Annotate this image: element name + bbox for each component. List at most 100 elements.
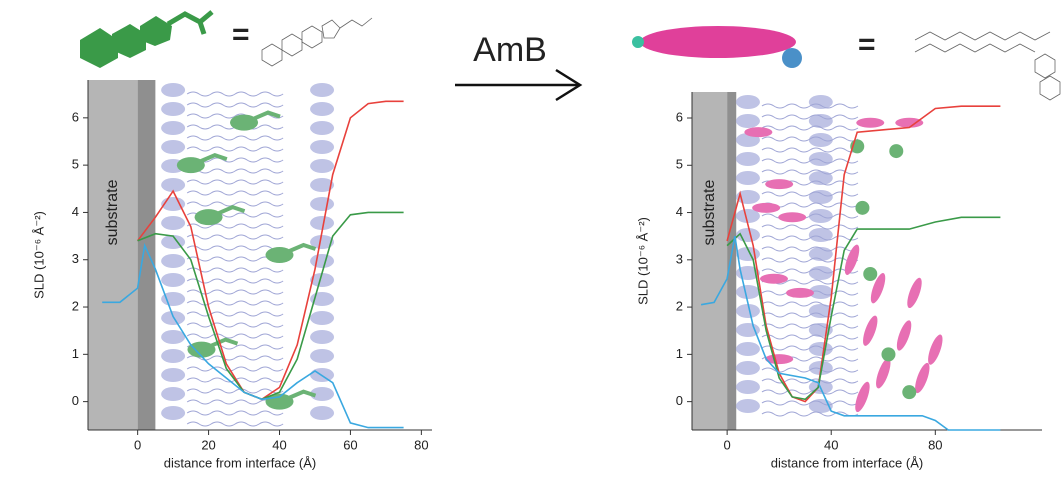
- y-tick-label: 0: [676, 393, 683, 408]
- lipid-tail: [187, 136, 283, 140]
- membrane-illustration: [736, 95, 946, 416]
- y-tick-label: 0: [72, 393, 79, 408]
- lipid-head: [161, 216, 185, 230]
- x-tick-label: 40: [272, 437, 286, 452]
- amb-structure: [915, 32, 1060, 100]
- lipid-head: [736, 95, 760, 109]
- lipid-head: [809, 95, 833, 109]
- lipid-tail: [187, 411, 283, 415]
- sterol-structure: [262, 18, 372, 66]
- y-tick-label: 2: [676, 299, 683, 314]
- y-tick-label: 3: [676, 251, 683, 266]
- amb: [852, 380, 872, 413]
- lipid-tail: [187, 92, 283, 96]
- amb: [873, 357, 893, 390]
- amb: [860, 314, 880, 347]
- lipid-head: [310, 406, 334, 420]
- lipid-head: [809, 152, 833, 166]
- lipid-head: [310, 330, 334, 344]
- amb: [925, 333, 945, 366]
- lipid-head: [161, 349, 185, 363]
- substrate-oxide: [727, 92, 736, 430]
- lipid-tail: [762, 302, 858, 306]
- lipid-tail: [762, 225, 858, 229]
- lipid-tail: [762, 335, 858, 339]
- x-axis-title: distance from interface (Å): [164, 455, 316, 470]
- lipid-head: [736, 342, 760, 356]
- lipid-tail: [187, 202, 283, 206]
- sterol: [863, 267, 877, 281]
- lipid-head: [736, 114, 760, 128]
- lipid-head: [161, 121, 185, 135]
- lipid-head: [161, 368, 185, 382]
- figure: = AmB = substrate0123456020406080distanc…: [0, 0, 1061, 492]
- lipid-head: [809, 171, 833, 185]
- lipid-head: [310, 121, 334, 135]
- equals-sign: =: [858, 28, 876, 61]
- lipid-tail: [762, 258, 858, 262]
- sterol: [889, 144, 903, 158]
- x-axis-title: distance from interface (Å): [771, 455, 923, 470]
- lipid-head: [310, 83, 334, 97]
- y-tick-label: 5: [676, 157, 683, 172]
- amb: [744, 127, 772, 137]
- x-tick-label: 0: [134, 437, 141, 452]
- lipid-tail: [187, 235, 283, 239]
- x-tick-label: 20: [201, 437, 215, 452]
- sld-profile: [727, 217, 1000, 399]
- lipid-tail: [187, 191, 283, 195]
- amb: [752, 203, 780, 213]
- lipid-head: [809, 342, 833, 356]
- lipid-tail: [187, 389, 283, 393]
- lipid-tail: [187, 312, 283, 316]
- lipid-tail: [187, 323, 283, 327]
- amb: [765, 179, 793, 189]
- lipid-head: [161, 330, 185, 344]
- charts: substrate0123456020406080distance from i…: [31, 80, 1042, 470]
- lipid-head: [161, 140, 185, 154]
- y-tick-label: 5: [72, 157, 79, 172]
- lipid-tail: [187, 147, 283, 151]
- lipid-head: [161, 387, 185, 401]
- sterol-tail: [290, 245, 316, 251]
- lipid-tail: [187, 301, 283, 305]
- x-tick-label: 80: [414, 437, 428, 452]
- y-axis-title: SLD (10⁻⁶ Å⁻²): [635, 217, 650, 305]
- lipid-tail: [762, 126, 858, 130]
- lipid-head: [310, 140, 334, 154]
- amb: [904, 276, 924, 309]
- substrate-label: substrate: [104, 179, 121, 245]
- lipid-tail: [187, 334, 283, 338]
- x-tick-label: 60: [343, 437, 357, 452]
- lipid-head: [161, 254, 185, 268]
- lipid-tail: [187, 422, 283, 426]
- lipid-head: [736, 399, 760, 413]
- sterol: [855, 201, 869, 215]
- substrate: [88, 80, 138, 430]
- amb: [894, 319, 914, 352]
- y-tick-label: 2: [72, 298, 79, 313]
- x-tick-label: 80: [928, 437, 942, 452]
- lipid-head: [310, 102, 334, 116]
- x-tick-label: 0: [724, 437, 731, 452]
- amb-icon: [632, 26, 802, 68]
- y-axis-title: SLD (10⁻⁶ Å⁻²): [31, 211, 46, 299]
- lipid-tail: [187, 246, 283, 250]
- sterol: [881, 347, 895, 361]
- x-tick-label: 40: [824, 437, 838, 452]
- lipid-head: [736, 152, 760, 166]
- lipid-head: [161, 273, 185, 287]
- substrate: [692, 92, 727, 430]
- lipid-head: [310, 349, 334, 363]
- arrow-label: AmB: [473, 31, 547, 69]
- y-tick-label: 4: [72, 204, 79, 219]
- sterol-tail: [219, 207, 245, 213]
- lipid-tail: [187, 224, 283, 228]
- amb: [786, 288, 814, 298]
- lipid-head: [161, 83, 185, 97]
- amb: [760, 274, 788, 284]
- amb: [778, 212, 806, 222]
- amb: [856, 118, 884, 128]
- y-tick-label: 1: [72, 346, 79, 361]
- lipid-head: [736, 380, 760, 394]
